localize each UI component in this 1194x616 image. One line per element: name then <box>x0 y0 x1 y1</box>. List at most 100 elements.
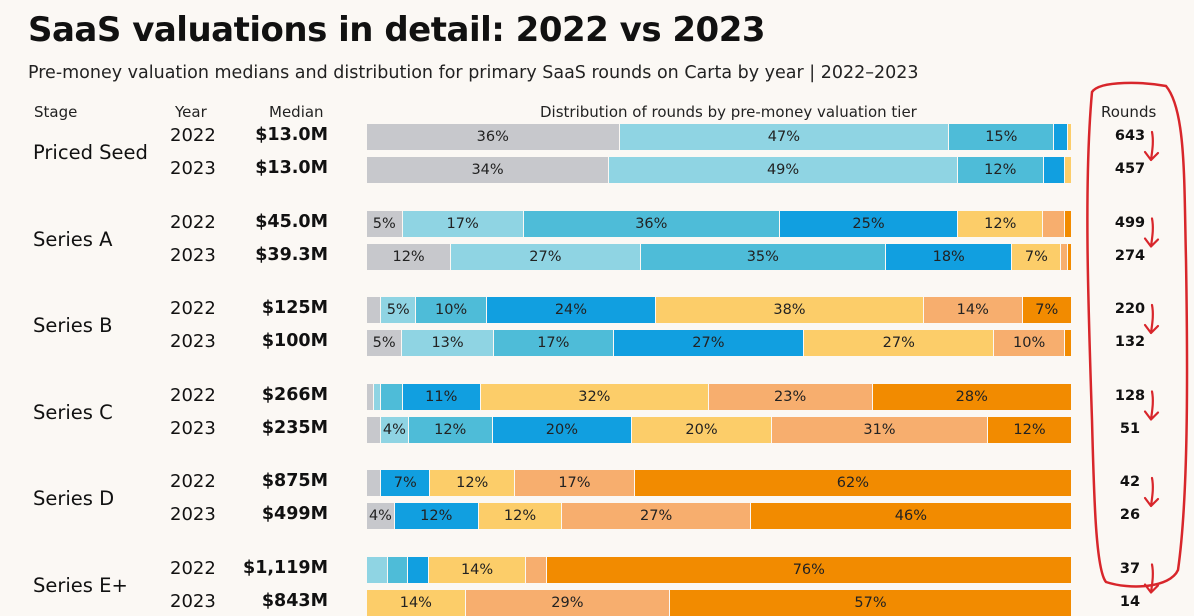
stage-label: Series E+ <box>33 573 128 597</box>
bar-segment: 15% <box>949 124 1055 150</box>
year-label: 2023 <box>170 590 216 612</box>
bar-segment: 14% <box>429 556 526 583</box>
bar-segment: 28% <box>872 383 1072 410</box>
bar-segment: 12% <box>958 157 1044 183</box>
bar-segment: 12% <box>478 503 563 529</box>
bar-segment: 10% <box>416 297 487 323</box>
median-label: $843M <box>261 590 328 611</box>
distribution-bar: 14% 29% 57% <box>367 589 1072 616</box>
stage-label: Series A <box>33 227 113 251</box>
bar-segment: 17% <box>515 470 635 496</box>
rounds-count: 132 <box>1114 334 1146 350</box>
bar-segment: 12% <box>958 210 1044 237</box>
distribution-bar: 4% 12% 12% 27% 46% <box>367 503 1072 529</box>
rounds-count: 14 <box>1119 593 1141 610</box>
bar-segment: 38% <box>656 297 924 323</box>
header-distribution: Distribution of rounds by pre-money valu… <box>540 103 917 121</box>
median-label: $13.0M <box>255 158 328 178</box>
distribution-bar: 36% 47% 15% <box>367 124 1072 150</box>
rounds-count: 457 <box>1114 161 1146 177</box>
bar-segment: 34% <box>367 157 610 183</box>
bar-segment: 36% <box>367 124 620 150</box>
chart-title: SaaS valuations in detail: 2022 vs 2023 <box>28 10 766 50</box>
bar-segment <box>367 297 382 323</box>
bar-segment: 5% <box>381 297 417 323</box>
bar-segment: 12% <box>367 243 452 270</box>
bar-segment: 23% <box>708 383 873 410</box>
bar-segment <box>367 556 388 583</box>
stage-label: Series B <box>33 314 113 337</box>
bar-segment: 29% <box>465 589 671 616</box>
rounds-count: 643 <box>1114 128 1146 144</box>
bar-segment <box>408 556 430 583</box>
median-label: $13.0M <box>255 125 328 145</box>
bar-segment: 36% <box>523 210 780 237</box>
distribution-bar: 5% 17% 36% 25% 12% <box>367 210 1072 237</box>
bar-segment <box>1068 243 1072 270</box>
bar-segment <box>1064 210 1072 237</box>
bar-segment: 20% <box>632 416 772 443</box>
rounds-count: 128 <box>1114 387 1146 404</box>
bar-segment <box>1068 124 1072 150</box>
bar-segment: 17% <box>402 210 524 237</box>
bar-segment: 25% <box>780 210 959 237</box>
year-label: 2023 <box>170 504 216 525</box>
year-label: 2022 <box>170 211 216 233</box>
bar-segment: 7% <box>381 470 431 496</box>
stage-label: Series C <box>33 400 113 424</box>
bar-segment: 49% <box>609 157 959 183</box>
stage-label: Priced Seed <box>33 141 148 164</box>
bar-segment <box>1043 157 1065 183</box>
year-label: 2023 <box>170 158 216 179</box>
stage-label: Series D <box>33 487 115 510</box>
bar-segment: 14% <box>367 589 466 616</box>
header-stage: Stage <box>34 103 78 121</box>
bar-segment: 14% <box>923 297 1023 323</box>
median-label: $45.0M <box>255 211 328 232</box>
bar-segment: 32% <box>480 383 709 410</box>
year-label: 2022 <box>170 471 216 492</box>
year-label: 2022 <box>170 298 216 319</box>
bar-segment: 47% <box>619 124 950 150</box>
distribution-bar: 11% 32% 23% 28% <box>367 383 1072 410</box>
bar-segment: 4% <box>380 416 409 443</box>
median-label: $39.3M <box>255 244 328 265</box>
bar-segment <box>525 556 547 583</box>
bar-segment: 12% <box>988 416 1072 443</box>
median-label: $1,119M <box>243 557 328 578</box>
bar-segment: 12% <box>394 503 479 529</box>
bar-segment: 27% <box>451 243 641 270</box>
bar-segment: 24% <box>486 297 657 323</box>
rounds-count: 274 <box>1114 247 1146 264</box>
bar-segment: 27% <box>613 330 805 356</box>
bar-segment <box>367 470 382 496</box>
median-label: $266M <box>261 384 328 405</box>
rounds-count: 37 <box>1119 560 1141 577</box>
rounds-count: 499 <box>1114 214 1146 231</box>
distribution-bar: 4% 12% 20% 20% 31% 12% <box>367 416 1072 443</box>
year-label: 2023 <box>170 331 216 352</box>
bar-segment: 12% <box>430 470 516 496</box>
bar-segment: 10% <box>994 330 1065 356</box>
bar-segment <box>1043 210 1065 237</box>
header-year: Year <box>175 103 207 121</box>
year-label: 2023 <box>170 244 216 266</box>
header-median: Median <box>269 103 324 121</box>
year-label: 2023 <box>170 417 216 439</box>
bar-segment: 20% <box>492 416 633 443</box>
rounds-count: 220 <box>1114 301 1146 317</box>
median-label: $499M <box>261 504 328 524</box>
rounds-count: 26 <box>1119 507 1141 523</box>
rounds-count: 51 <box>1119 420 1141 437</box>
median-label: $100M <box>261 331 328 351</box>
median-label: $235M <box>261 417 328 438</box>
median-label: $875M <box>261 471 328 491</box>
bar-segment <box>381 383 403 410</box>
bar-segment <box>1061 243 1069 270</box>
chart-subtitle: Pre-money valuation medians and distribu… <box>28 63 919 83</box>
bar-segment: 57% <box>670 589 1072 616</box>
year-label: 2022 <box>170 557 216 579</box>
distribution-bar: 34% 49% 12% <box>367 157 1072 183</box>
bar-segment: 5% <box>367 330 403 356</box>
bar-segment: 7% <box>1012 243 1062 270</box>
